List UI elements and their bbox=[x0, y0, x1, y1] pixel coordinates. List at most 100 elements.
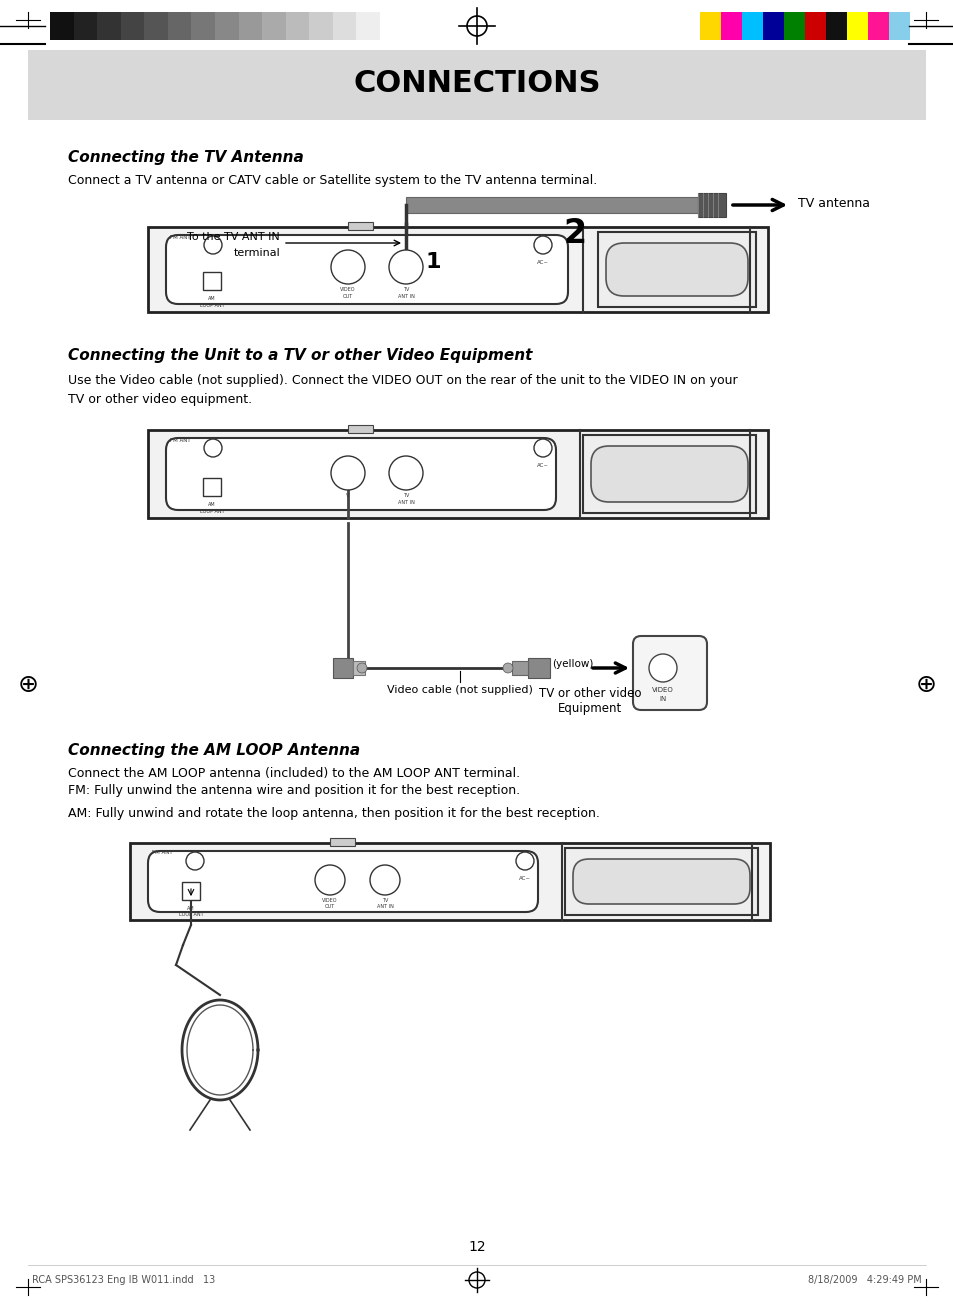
Circle shape bbox=[204, 438, 222, 457]
Text: terminal: terminal bbox=[233, 248, 280, 258]
Circle shape bbox=[389, 251, 422, 284]
Text: LOOP ANT: LOOP ANT bbox=[199, 509, 224, 513]
Text: TV: TV bbox=[402, 492, 409, 497]
Text: ANT IN: ANT IN bbox=[376, 904, 393, 910]
Text: VIDEO: VIDEO bbox=[652, 686, 673, 693]
Bar bbox=[148, 227, 767, 312]
Circle shape bbox=[389, 455, 422, 489]
Bar bbox=[309, 12, 333, 40]
Circle shape bbox=[331, 455, 365, 489]
Text: OUT: OUT bbox=[342, 294, 353, 299]
Bar bbox=[50, 12, 73, 40]
Bar bbox=[720, 12, 741, 40]
FancyBboxPatch shape bbox=[573, 859, 749, 904]
Bar bbox=[698, 193, 725, 217]
Bar bbox=[582, 435, 755, 513]
Bar bbox=[741, 12, 762, 40]
Text: OUT: OUT bbox=[325, 904, 335, 910]
Bar bbox=[348, 425, 373, 433]
Bar bbox=[564, 848, 758, 915]
Bar bbox=[846, 12, 867, 40]
Text: 12: 12 bbox=[468, 1240, 485, 1254]
Text: RCA SPS36123 Eng IB W011.indd   13: RCA SPS36123 Eng IB W011.indd 13 bbox=[32, 1275, 215, 1285]
Text: LOOP ANT: LOOP ANT bbox=[199, 303, 224, 308]
Text: FM ANT: FM ANT bbox=[152, 851, 172, 856]
Text: Connecting the Unit to a TV or other Video Equipment: Connecting the Unit to a TV or other Vid… bbox=[68, 347, 532, 363]
Bar bbox=[203, 478, 221, 496]
Bar bbox=[333, 12, 356, 40]
Text: TV: TV bbox=[381, 898, 388, 903]
Text: 1: 1 bbox=[426, 252, 441, 271]
Text: V: V bbox=[346, 492, 350, 497]
Text: VIDEO: VIDEO bbox=[340, 287, 355, 291]
Bar bbox=[527, 658, 550, 679]
Circle shape bbox=[534, 236, 552, 254]
Bar bbox=[182, 882, 200, 900]
Circle shape bbox=[534, 438, 552, 457]
Bar bbox=[130, 843, 769, 920]
Bar bbox=[144, 12, 168, 40]
Bar bbox=[512, 662, 527, 675]
Circle shape bbox=[331, 251, 365, 284]
Circle shape bbox=[356, 663, 367, 673]
Bar bbox=[888, 12, 909, 40]
Text: To the TV ANT IN: To the TV ANT IN bbox=[187, 232, 280, 241]
Bar bbox=[121, 12, 144, 40]
Bar bbox=[262, 12, 285, 40]
Bar bbox=[192, 12, 214, 40]
Text: AC~: AC~ bbox=[518, 876, 531, 881]
Text: VIDEO: VIDEO bbox=[322, 898, 337, 903]
Text: AC~: AC~ bbox=[537, 462, 548, 467]
Bar bbox=[353, 662, 365, 675]
Text: CONNECTIONS: CONNECTIONS bbox=[353, 68, 600, 98]
Text: ⊕: ⊕ bbox=[17, 673, 38, 697]
Bar bbox=[598, 232, 755, 307]
Text: ⊕: ⊕ bbox=[915, 673, 936, 697]
Bar bbox=[97, 12, 121, 40]
Text: Equipment: Equipment bbox=[558, 702, 621, 715]
Text: TV antenna: TV antenna bbox=[797, 197, 869, 210]
Bar bbox=[330, 838, 355, 846]
Text: FM: Fully unwind the antenna wire and position it for the best reception.: FM: Fully unwind the antenna wire and po… bbox=[68, 783, 519, 796]
Bar bbox=[825, 12, 846, 40]
Text: TV: TV bbox=[402, 287, 409, 291]
Text: Connect a TV antenna or CATV cable or Satellite system to the TV antenna termina: Connect a TV antenna or CATV cable or Sa… bbox=[68, 174, 597, 187]
Text: ANT IN: ANT IN bbox=[397, 500, 414, 505]
Text: TV or other video equipment.: TV or other video equipment. bbox=[68, 393, 252, 406]
Text: (yellow): (yellow) bbox=[552, 659, 593, 669]
Circle shape bbox=[186, 852, 204, 870]
Circle shape bbox=[314, 865, 345, 895]
Circle shape bbox=[516, 852, 534, 870]
Text: TV or other video: TV or other video bbox=[538, 686, 640, 699]
Bar bbox=[348, 222, 373, 230]
Text: AM: AM bbox=[187, 906, 194, 911]
Bar bbox=[762, 12, 783, 40]
Bar bbox=[168, 12, 192, 40]
FancyBboxPatch shape bbox=[605, 243, 747, 296]
Bar bbox=[867, 12, 888, 40]
FancyBboxPatch shape bbox=[148, 851, 537, 912]
Text: AM: Fully unwind and rotate the loop antenna, then position it for the best rece: AM: Fully unwind and rotate the loop ant… bbox=[68, 806, 599, 820]
Text: FM ANT: FM ANT bbox=[170, 437, 191, 442]
Bar bbox=[214, 12, 238, 40]
Bar bbox=[148, 431, 767, 518]
Text: FM ANT: FM ANT bbox=[170, 235, 191, 240]
Text: 2: 2 bbox=[563, 217, 586, 249]
Text: AM: AM bbox=[208, 501, 215, 506]
Bar bbox=[28, 50, 925, 120]
Bar bbox=[203, 271, 221, 290]
FancyBboxPatch shape bbox=[166, 438, 556, 510]
Bar bbox=[700, 12, 720, 40]
Text: Connecting the TV Antenna: Connecting the TV Antenna bbox=[68, 150, 303, 164]
Text: Video cable (not supplied): Video cable (not supplied) bbox=[387, 685, 533, 696]
FancyBboxPatch shape bbox=[590, 446, 747, 502]
Text: 8/18/2009   4:29:49 PM: 8/18/2009 4:29:49 PM bbox=[807, 1275, 921, 1285]
Circle shape bbox=[648, 654, 677, 683]
FancyBboxPatch shape bbox=[633, 636, 706, 710]
Text: AC~: AC~ bbox=[537, 260, 548, 265]
Bar bbox=[804, 12, 825, 40]
Text: AM: AM bbox=[208, 295, 215, 300]
Text: Connecting the AM LOOP Antenna: Connecting the AM LOOP Antenna bbox=[68, 743, 359, 757]
Text: Connect the AM LOOP antenna (included) to the AM LOOP ANT terminal.: Connect the AM LOOP antenna (included) t… bbox=[68, 766, 519, 779]
Bar bbox=[285, 12, 309, 40]
